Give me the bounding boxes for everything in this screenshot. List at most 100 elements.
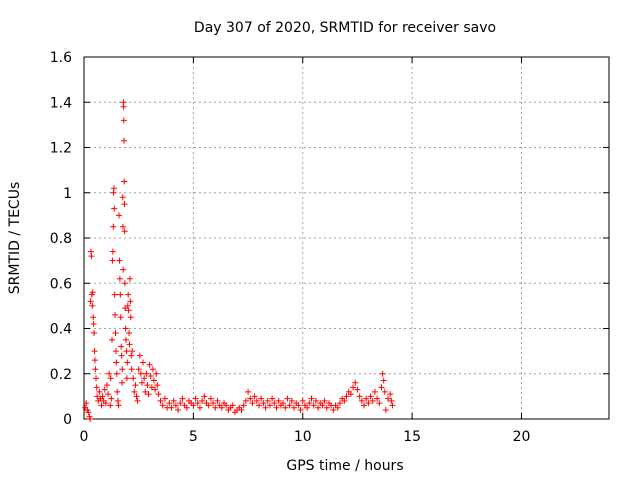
data-point [323,404,330,411]
data-point [87,298,94,305]
data-point [91,330,98,337]
data-point [205,402,212,409]
data-point [99,393,106,400]
y-tick-label: 0.8 [50,231,72,247]
data-point [128,352,135,359]
data-point [240,402,247,409]
data-point [319,402,326,409]
data-point [122,325,129,332]
data-point [385,395,392,402]
data-point [336,400,343,407]
data-point [369,397,376,404]
data-point [218,404,225,411]
grid [84,57,609,419]
data-point [381,388,388,395]
data-point [264,397,271,404]
x-tick-label: 20 [513,429,531,445]
x-tick-label: 10 [294,429,312,445]
data-point [245,388,252,395]
data-point [271,400,278,407]
data-point [151,377,157,384]
data-point [297,406,304,413]
data-point [107,375,114,382]
data-point [127,314,134,321]
data-point [214,397,221,404]
data-point [119,194,126,201]
data-point [142,388,149,395]
data-point [102,400,109,407]
data-point [161,395,168,402]
data-point [120,103,127,110]
data-point [110,185,117,192]
data-point [125,307,132,314]
data-point [266,402,273,409]
data-point [107,402,114,409]
data-point [343,393,350,400]
data-point [152,386,159,393]
data-point [106,370,113,377]
data-point [129,348,136,355]
data-point [229,402,236,409]
data-point [149,366,156,373]
data-point [387,391,394,398]
data-point [93,384,100,391]
chart-title: Day 307 of 2020, SRMTID for receiver sav… [194,20,496,36]
data-point [190,402,197,409]
data-point [315,404,322,411]
data-point [207,395,214,402]
data-point [378,384,385,391]
data-point [92,366,99,373]
data-point [280,400,287,407]
data-point [108,395,115,402]
data-point [117,314,124,321]
data-point [365,400,372,407]
data-point [126,275,133,282]
data-point [291,404,297,411]
data-point [117,291,124,298]
data-point [118,343,125,350]
data-point [126,341,133,348]
data-point [286,402,293,409]
data-point [157,397,164,404]
data-point [112,311,119,318]
data-point [83,400,90,407]
y-tick-label: 1.2 [50,141,72,157]
data-point [170,397,177,404]
x-axis-label: GPS time / hours [286,458,403,474]
data-point [116,275,123,282]
data-point [105,391,112,398]
data-point [334,404,341,411]
x-tick-label: 5 [189,429,198,445]
data-point [361,402,367,409]
data-point [121,280,128,287]
data-point [119,223,126,230]
data-point [199,397,206,404]
data-point [101,386,108,393]
data-point [262,404,269,411]
data-point [85,409,92,416]
data-point [192,395,199,402]
data-point [376,400,383,407]
data-point [275,397,282,404]
data-point [119,379,126,386]
data-point [312,397,319,404]
data-point [121,201,128,208]
x-tick-label: 0 [80,429,89,445]
data-point [159,402,166,409]
data-point [256,402,262,409]
data-point [136,352,143,359]
data-point [123,336,129,343]
data-point [133,393,140,400]
y-tick-label: 0.2 [50,367,72,383]
data-point [125,291,132,298]
data-point [179,395,186,402]
data-point [118,352,125,359]
data-point [148,384,155,391]
data-point [352,379,359,386]
y-tick-label: 1 [63,186,72,202]
data-point [382,406,389,413]
data-point [123,375,130,382]
data-point [91,357,98,364]
data-point [113,359,120,366]
